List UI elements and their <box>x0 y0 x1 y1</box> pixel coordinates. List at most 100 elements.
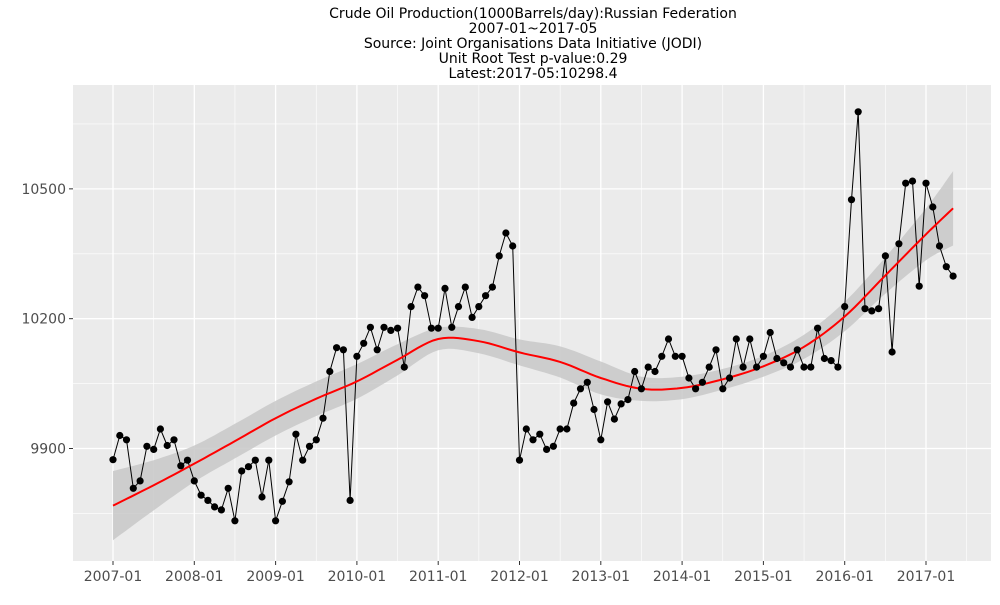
data-point <box>902 179 910 187</box>
data-point <box>746 335 754 343</box>
data-point <box>604 398 612 406</box>
data-point <box>868 307 876 315</box>
data-point <box>366 323 374 331</box>
data-point <box>109 456 117 464</box>
minor-gridlines <box>73 85 991 561</box>
data-point <box>488 283 496 291</box>
data-point <box>658 352 666 360</box>
data-point <box>177 462 185 470</box>
data-point <box>448 323 456 331</box>
title-line-5: Latest:2017-05:10298.4 <box>448 66 617 82</box>
data-point <box>387 326 395 334</box>
x-axis: 2007-01 2008-01 2009-01 2010-01 2011-01 2012-… <box>84 561 955 585</box>
data-point <box>637 385 646 393</box>
data-point <box>671 352 679 360</box>
y-tick-label: 10200 <box>21 312 66 328</box>
data-point <box>800 363 808 371</box>
data-point <box>624 396 632 404</box>
data-point <box>841 303 849 311</box>
data-point <box>861 305 869 313</box>
data-point <box>732 335 740 343</box>
data-point <box>780 359 788 367</box>
data-point <box>339 346 347 354</box>
data-point <box>285 478 293 486</box>
data-point <box>685 374 693 382</box>
data-point <box>536 430 544 438</box>
data-point <box>265 456 273 464</box>
data-point <box>231 517 239 525</box>
data-point <box>929 203 937 211</box>
data-point <box>543 445 551 453</box>
data-point <box>305 442 314 450</box>
data-point <box>712 346 720 354</box>
data-point <box>908 177 917 185</box>
data-point <box>529 436 537 444</box>
data-point <box>515 456 524 464</box>
data-point <box>461 283 469 291</box>
data-point <box>651 367 659 376</box>
data-point <box>827 357 835 365</box>
x-tick-label: 2008-01 <box>165 569 224 585</box>
x-tick-label: 2012-01 <box>490 569 549 585</box>
data-point <box>319 414 327 422</box>
data-point <box>441 284 449 292</box>
data-point <box>935 242 944 250</box>
data-point <box>251 456 259 464</box>
data-point <box>312 436 320 444</box>
data-point <box>217 506 225 514</box>
data-point <box>549 442 558 450</box>
data-point <box>150 445 158 453</box>
data-point <box>427 324 435 332</box>
data-point <box>292 430 300 438</box>
y-tick-label: 10500 <box>21 182 66 198</box>
data-point <box>211 503 219 511</box>
data-point <box>814 324 822 332</box>
data-point <box>394 324 402 332</box>
title-line-4: Unit Root Test p-value:0.29 <box>439 51 628 67</box>
x-tick-label: 2016-01 <box>815 569 874 585</box>
data-point <box>888 348 896 356</box>
data-point <box>597 436 605 444</box>
data-point <box>380 323 388 331</box>
data-point <box>454 303 463 311</box>
data-point <box>360 339 368 347</box>
data-point <box>116 431 124 440</box>
data-point <box>766 328 774 337</box>
data-point <box>563 425 571 433</box>
data-point <box>299 456 307 464</box>
data-point <box>590 405 598 414</box>
data-point <box>753 363 761 371</box>
data-point <box>773 354 781 363</box>
data-points <box>109 108 957 525</box>
data-point <box>617 400 625 408</box>
data-point <box>400 363 408 371</box>
data-point <box>238 467 246 475</box>
data-point <box>495 252 503 260</box>
data-point <box>373 346 381 354</box>
data-point <box>502 229 510 237</box>
data-point <box>834 363 842 371</box>
data-point <box>170 436 178 444</box>
data-point <box>570 399 578 407</box>
data-point <box>678 352 686 360</box>
data-point <box>509 242 517 250</box>
data-point <box>156 425 164 433</box>
data-point <box>922 179 930 187</box>
data-point <box>224 484 232 492</box>
data-point <box>258 493 266 501</box>
data-point <box>644 363 652 371</box>
data-point <box>664 335 673 343</box>
data-point <box>421 292 429 300</box>
data-point <box>522 425 530 433</box>
data-point <box>692 385 700 393</box>
data-point <box>434 324 442 332</box>
data-point <box>847 196 856 204</box>
data-point <box>346 496 354 504</box>
data-point <box>949 272 957 280</box>
data-point <box>122 436 131 444</box>
data-point <box>576 385 585 393</box>
y-axis: 9900 10200 10500 <box>21 182 73 457</box>
data-point <box>942 263 950 271</box>
x-tick-label: 2011-01 <box>409 569 468 585</box>
data-point <box>820 354 829 363</box>
